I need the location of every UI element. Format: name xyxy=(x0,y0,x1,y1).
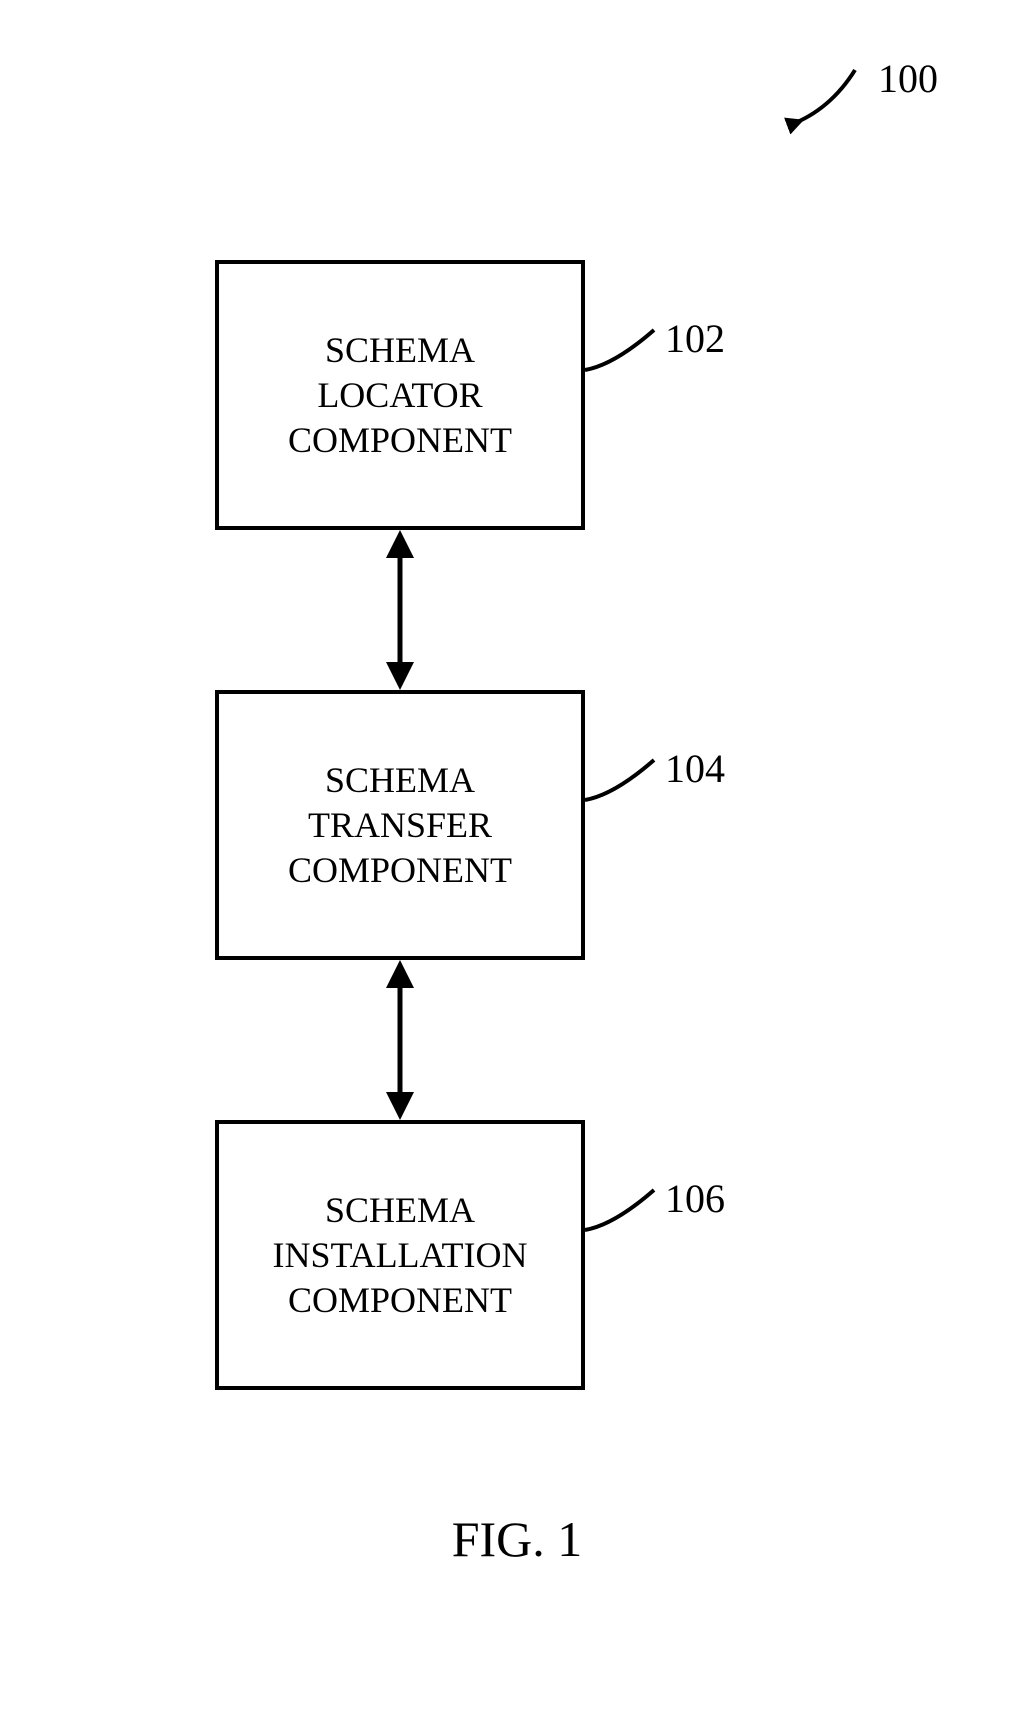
overall-ref-label: 100 xyxy=(878,55,938,102)
connector-2-3 xyxy=(370,960,430,1120)
diagram-canvas: 100 SCHEMA LOCATOR COMPONENT 102 SCHEMA … xyxy=(0,0,1034,1733)
schema-installation-box: SCHEMA INSTALLATION COMPONENT xyxy=(215,1120,585,1390)
figure-caption: FIG. 1 xyxy=(0,1510,1034,1568)
schema-locator-label: SCHEMA LOCATOR COMPONENT xyxy=(288,328,512,463)
ref-102-leader xyxy=(579,320,689,390)
connector-1-2 xyxy=(370,530,430,690)
ref-106-leader xyxy=(579,1180,689,1250)
schema-installation-label: SCHEMA INSTALLATION COMPONENT xyxy=(272,1188,527,1323)
schema-transfer-label: SCHEMA TRANSFER COMPONENT xyxy=(288,758,512,893)
schema-transfer-box: SCHEMA TRANSFER COMPONENT xyxy=(215,690,585,960)
schema-locator-box: SCHEMA LOCATOR COMPONENT xyxy=(215,260,585,530)
ref-104-leader xyxy=(579,750,689,820)
